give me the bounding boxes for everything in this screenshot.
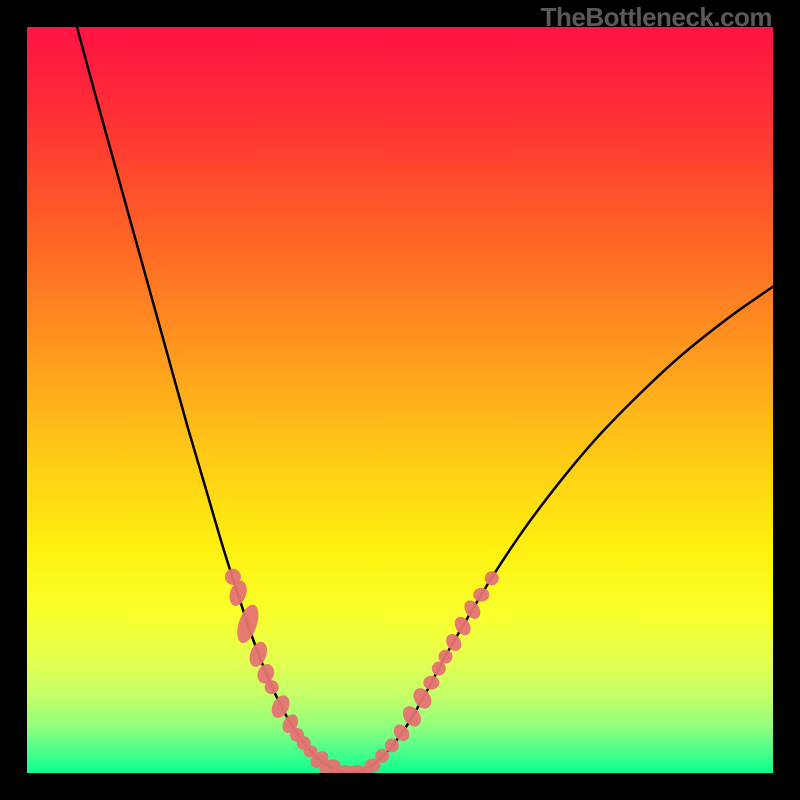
marker-dot — [375, 749, 389, 763]
watermark-text: TheBottleneck.com — [541, 2, 772, 33]
marker-dot — [265, 680, 279, 694]
marker-dot — [439, 650, 453, 664]
marker-dot — [485, 571, 499, 585]
plot-area — [27, 27, 773, 773]
gradient-background — [27, 27, 773, 773]
marker-dot — [385, 738, 399, 752]
marker-dot — [423, 676, 439, 690]
chart-svg — [27, 27, 773, 773]
marker-dot — [473, 588, 489, 602]
chart-container: TheBottleneck.com — [0, 0, 800, 800]
marker-dot — [432, 662, 446, 676]
